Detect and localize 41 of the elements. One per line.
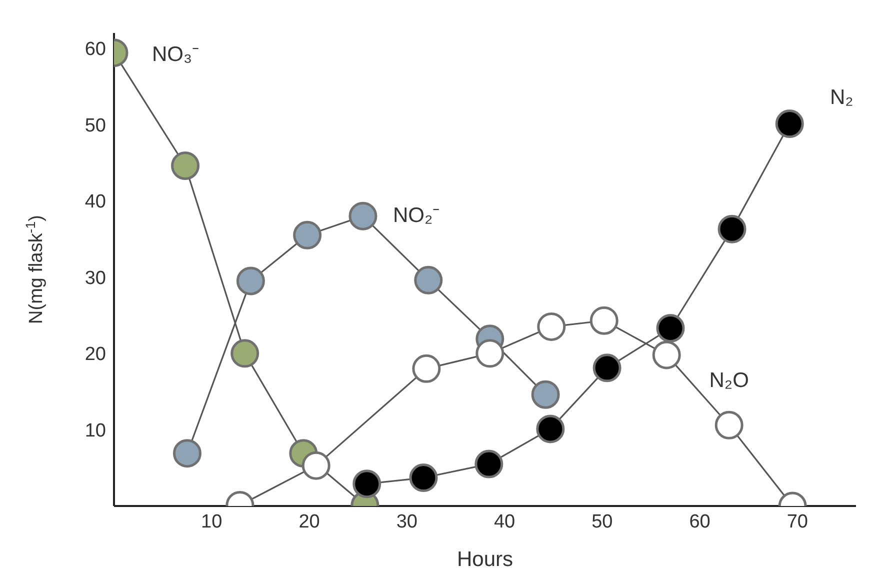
x-axis-title: Hours (456, 548, 514, 571)
point (718, 214, 746, 244)
point (171, 151, 200, 180)
x-tick-label: 40 (494, 511, 516, 532)
point (536, 414, 565, 444)
point (236, 266, 265, 296)
point (414, 266, 443, 294)
point (476, 339, 504, 368)
point (352, 470, 382, 498)
point (537, 312, 566, 341)
y-tick-label: 10 (84, 420, 106, 442)
point (652, 340, 681, 370)
x-tick-label: 30 (396, 511, 418, 532)
point (409, 464, 438, 492)
point (592, 354, 622, 382)
x-tick-label: 20 (298, 511, 320, 532)
series-label: NO₂⁻ (392, 204, 440, 228)
x-tick-label: 50 (592, 511, 613, 532)
y-tick-label: 50 (84, 115, 106, 136)
series-label: N₂O (709, 369, 749, 392)
y-tick-label: 60 (84, 39, 106, 60)
point (230, 339, 260, 368)
point (172, 439, 202, 468)
point (474, 450, 504, 478)
x-tick-label: 60 (689, 511, 710, 532)
point (656, 314, 685, 342)
point (293, 220, 322, 250)
x-tick-label: 70 (786, 511, 808, 532)
x-tick-label: 10 (201, 511, 222, 532)
y-tick-label: 40 (84, 192, 106, 213)
point (714, 410, 744, 440)
point (302, 451, 330, 480)
point (531, 380, 560, 409)
series-label: NO₃⁻ (152, 42, 200, 66)
series-label: N₂ (830, 86, 854, 110)
y-tick-label: 20 (84, 344, 106, 366)
y-tick-label: 30 (84, 268, 106, 289)
point (590, 306, 618, 335)
point (412, 354, 441, 383)
point (775, 110, 804, 138)
point (348, 202, 378, 230)
